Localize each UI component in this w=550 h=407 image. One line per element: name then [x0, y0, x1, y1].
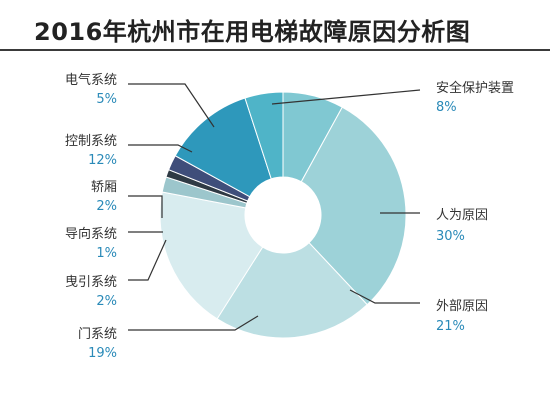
slice-label-7: 控制系统: [65, 134, 117, 149]
slice-value-3: 19%: [88, 346, 117, 361]
slice-value-8: 5%: [96, 92, 117, 107]
leader-line-0: [271, 89, 421, 105]
chart-title: 2016年杭州市在用电梯故障原因分析图: [34, 18, 471, 46]
slice-value-2: 21%: [436, 319, 465, 334]
slice-label-0: 安全保护装置: [436, 80, 514, 96]
slice-value-7: 12%: [88, 153, 117, 168]
leader-line-3: [128, 315, 259, 331]
slice-label-4: 曳引系统: [65, 275, 117, 290]
leader-line-4: [128, 239, 167, 281]
slice-value-4: 2%: [96, 294, 117, 309]
leader-line-8: [128, 83, 215, 128]
leader-line-2: [349, 289, 420, 304]
slice-7: [174, 97, 272, 198]
slice-label-5: 导向系统: [65, 226, 117, 242]
leader-line-7: [128, 144, 193, 153]
slice-value-1: 30%: [436, 229, 465, 244]
slice-label-6: 轿厢: [91, 180, 117, 195]
slice-2: [216, 241, 368, 339]
leader-line-6: [128, 195, 163, 218]
slice-label-1: 人为原因: [436, 208, 488, 223]
slice-1: [300, 106, 407, 306]
slice-value-0: 8%: [436, 100, 457, 115]
slice-value-6: 2%: [96, 199, 117, 214]
slice-label-2: 外部原因: [436, 299, 488, 314]
title-underline: [0, 49, 550, 51]
slice-value-5: 1%: [96, 246, 117, 261]
slice-label-8: 电气系统: [65, 72, 117, 88]
slice-8: [244, 91, 284, 180]
slice-label-3: 门系统: [78, 327, 117, 342]
slice-3: [159, 191, 264, 320]
